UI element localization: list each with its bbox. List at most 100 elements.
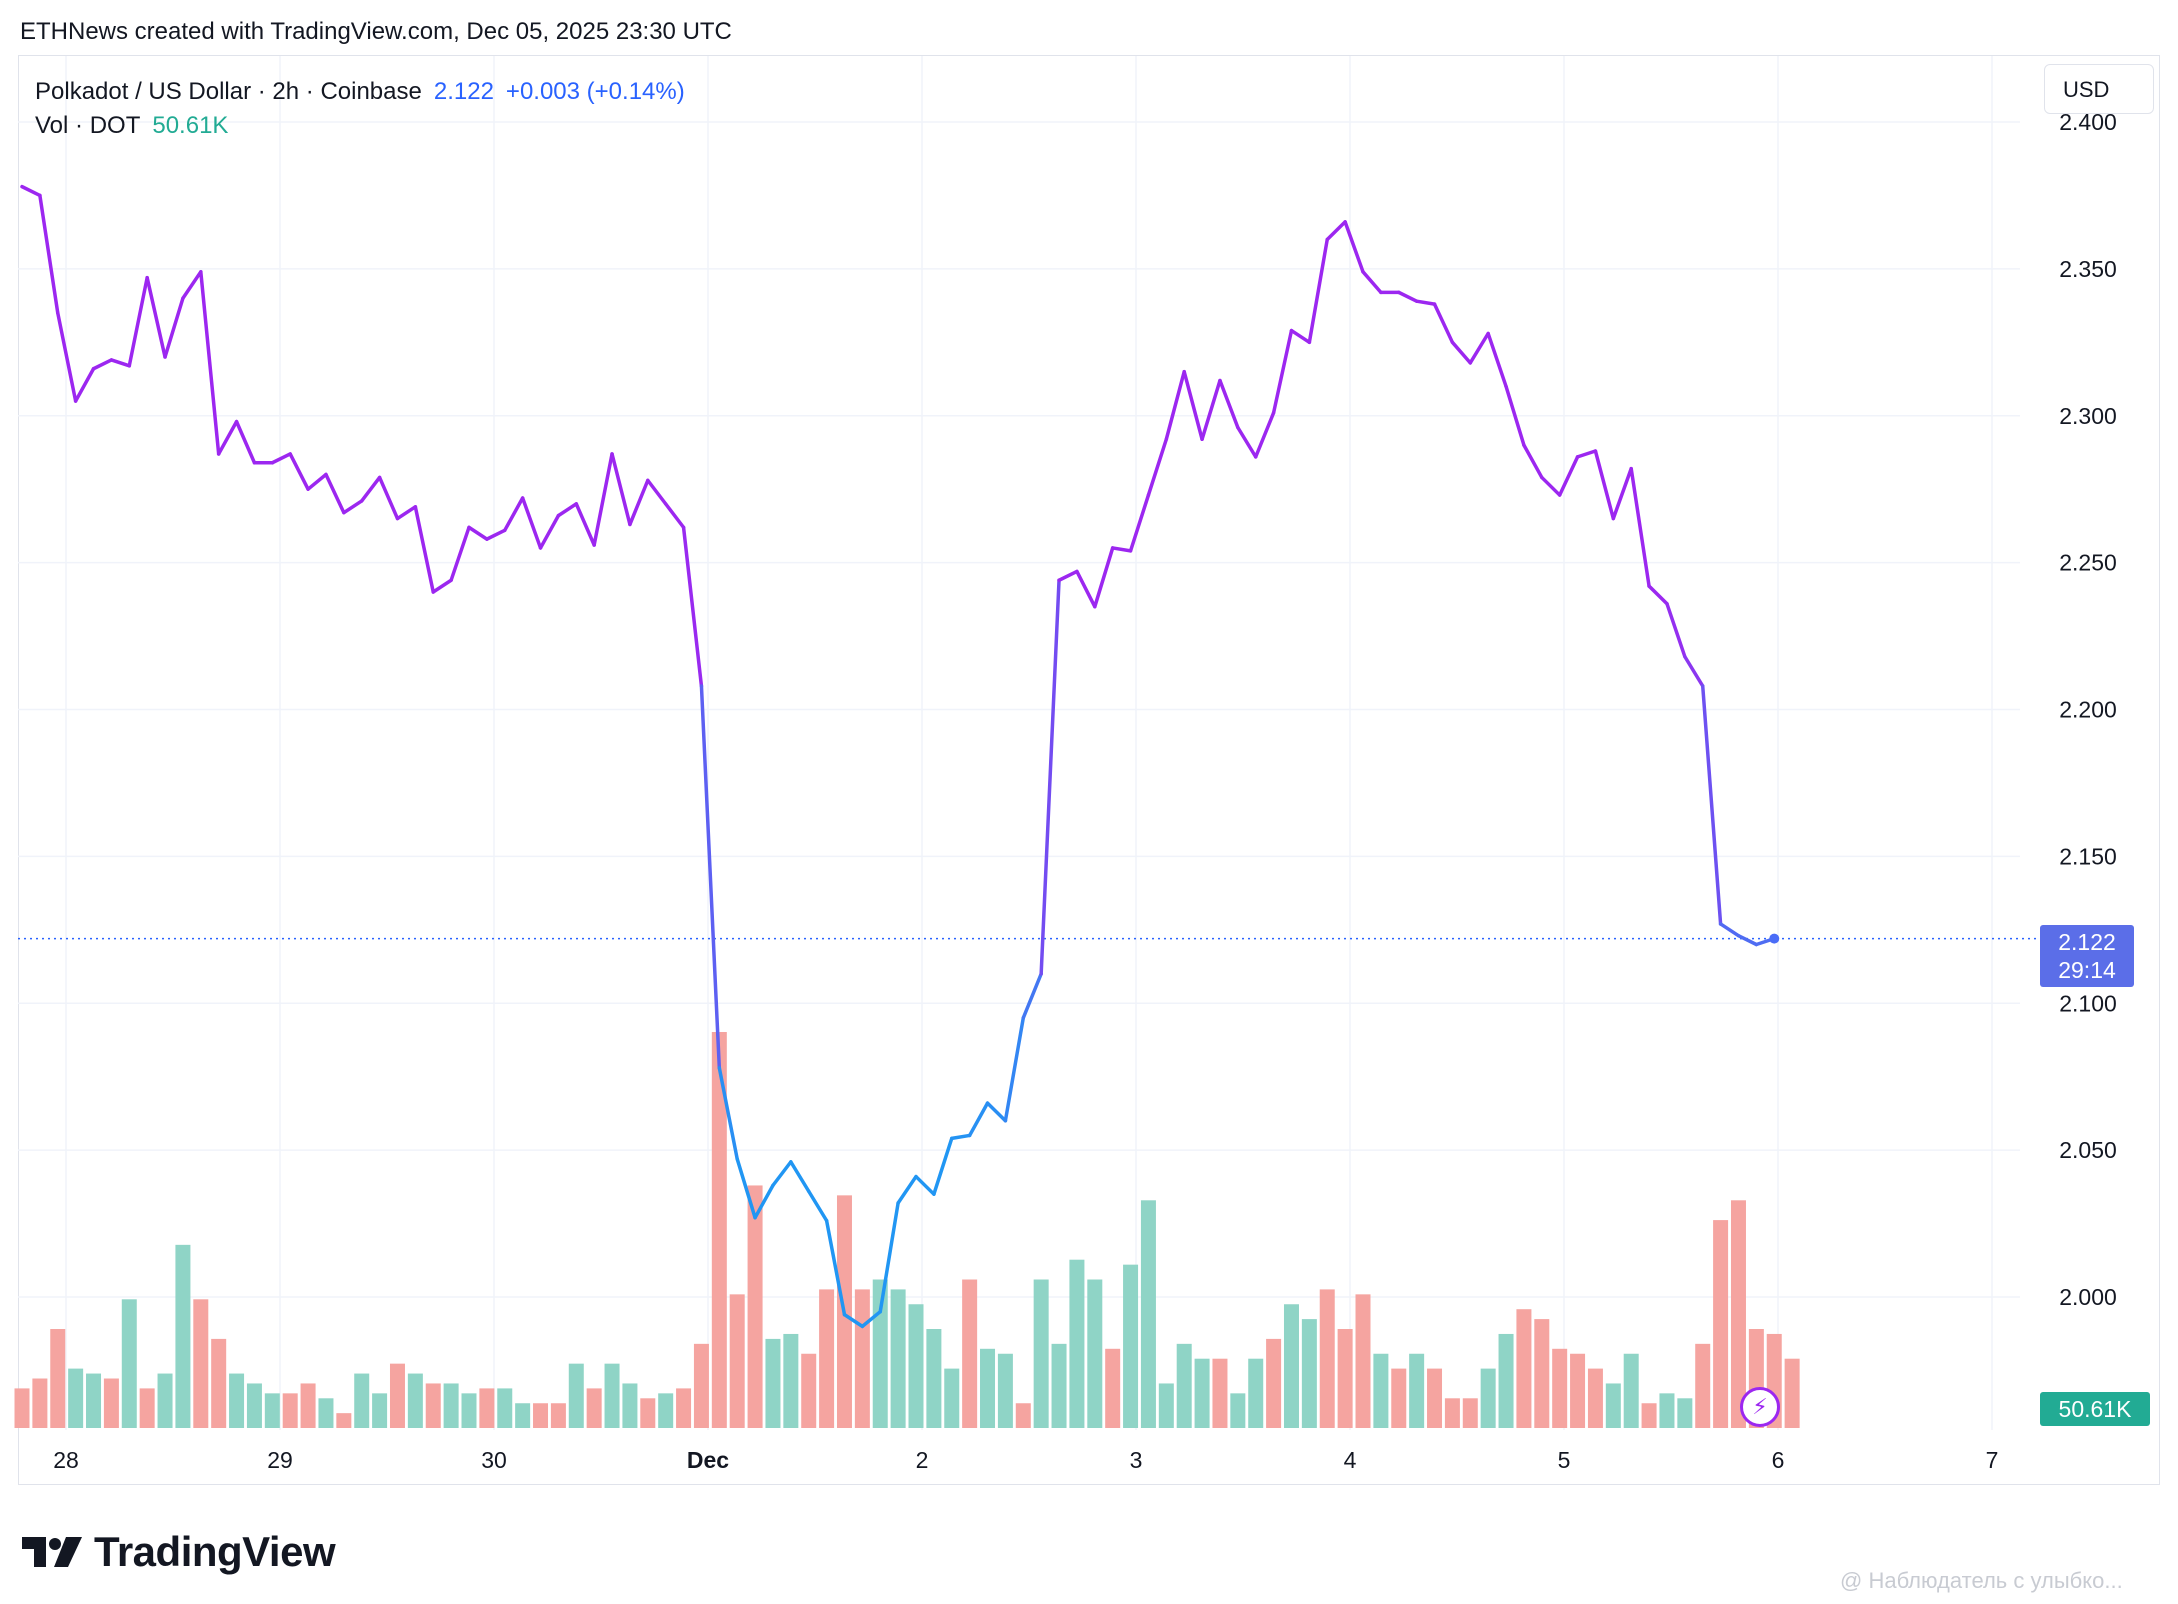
price-segment bbox=[628, 478, 650, 527]
price-segment bbox=[73, 367, 96, 403]
price-segment bbox=[38, 193, 60, 315]
y-tick-label: 2.300 bbox=[2059, 403, 2117, 429]
lightning-icon[interactable]: ⚡ bbox=[1740, 1387, 1780, 1427]
x-tick-label: 29 bbox=[267, 1447, 293, 1473]
price-segment bbox=[1611, 466, 1633, 521]
volume-bar bbox=[50, 1329, 66, 1428]
volume-bar bbox=[1677, 1398, 1693, 1428]
price-segment bbox=[520, 496, 543, 550]
y-axis: 2.4002.3502.3002.2502.2002.1502.1002.050… bbox=[2059, 109, 2117, 1310]
price-segment bbox=[1110, 546, 1133, 553]
price-segment bbox=[359, 475, 382, 503]
price-segment bbox=[663, 502, 686, 530]
volume-bar bbox=[318, 1398, 334, 1428]
price-segment bbox=[1343, 220, 1365, 274]
x-tick-label: Dec bbox=[687, 1447, 729, 1473]
created-line: ETHNews created with TradingView.com, De… bbox=[20, 18, 732, 45]
volume-bar bbox=[1623, 1353, 1639, 1428]
volume-bar bbox=[1230, 1393, 1246, 1428]
price-segment bbox=[699, 684, 722, 1070]
price-segment bbox=[1021, 972, 1043, 1020]
price-segment bbox=[1486, 331, 1508, 389]
price-segment bbox=[1146, 437, 1169, 497]
x-tick-label: 7 bbox=[1986, 1447, 1999, 1473]
price-segment bbox=[1450, 340, 1473, 365]
price-segment bbox=[1504, 384, 1526, 447]
price-segment bbox=[342, 499, 364, 515]
price-segment bbox=[1093, 546, 1115, 609]
volume-bar bbox=[854, 1289, 870, 1428]
volume-bar bbox=[676, 1388, 692, 1428]
volume-bar bbox=[1570, 1353, 1586, 1428]
x-tick-label: 5 bbox=[1558, 1447, 1571, 1473]
price-segment bbox=[753, 1183, 775, 1220]
volume-bar bbox=[908, 1304, 924, 1428]
volume-bar bbox=[300, 1383, 316, 1428]
volume-bar bbox=[139, 1388, 155, 1428]
volume-bar bbox=[890, 1289, 906, 1428]
price-segment bbox=[1003, 1016, 1026, 1123]
y-tick-label: 2.350 bbox=[2059, 256, 2117, 282]
price-segment bbox=[985, 1101, 1008, 1123]
price-segment bbox=[431, 578, 453, 594]
volume-label[interactable]: Vol · DOT bbox=[35, 112, 141, 139]
x-tick-label: 6 bbox=[1772, 1447, 1785, 1473]
x-tick-label: 28 bbox=[53, 1447, 79, 1473]
currency-button[interactable]: USD bbox=[2044, 64, 2154, 114]
volume-bar bbox=[443, 1383, 459, 1428]
volume-bar bbox=[1105, 1348, 1121, 1428]
price-segment bbox=[1253, 411, 1276, 459]
price-segment bbox=[735, 1157, 757, 1220]
price-segment bbox=[646, 478, 668, 506]
price-segment bbox=[806, 1189, 829, 1223]
price-segment bbox=[288, 452, 310, 491]
volume-bar bbox=[819, 1289, 835, 1428]
volume-bar bbox=[461, 1393, 477, 1428]
symbol-label[interactable]: Polkadot / US Dollar · 2h · Coinbase bbox=[35, 78, 422, 105]
price-segment bbox=[306, 472, 328, 491]
legend: Polkadot / US Dollar · 2h · Coinbase 2.12… bbox=[35, 75, 685, 143]
volume-bar bbox=[1140, 1200, 1156, 1428]
y-tick-label: 2.150 bbox=[2059, 843, 2117, 869]
volume-bar bbox=[229, 1373, 245, 1428]
volume-bar bbox=[783, 1333, 799, 1428]
price-segment bbox=[270, 452, 292, 465]
volume-bar bbox=[14, 1388, 30, 1428]
tradingview-logo-icon bbox=[22, 1537, 82, 1567]
volume-bar bbox=[1051, 1343, 1067, 1428]
y-tick-label: 2.250 bbox=[2059, 550, 2117, 576]
volume-bar bbox=[711, 1032, 727, 1428]
price-segment bbox=[395, 505, 418, 521]
price-segment bbox=[324, 472, 346, 515]
price-segment bbox=[1736, 933, 1759, 947]
price-segment bbox=[967, 1101, 990, 1138]
volume-bar bbox=[693, 1343, 709, 1428]
volume-bar bbox=[980, 1348, 996, 1428]
volume-bar bbox=[68, 1368, 84, 1428]
price-segment bbox=[1307, 237, 1329, 345]
volume-bar bbox=[1462, 1398, 1478, 1428]
volume-bar bbox=[479, 1388, 495, 1428]
price-segment bbox=[1665, 602, 1687, 659]
price-segment bbox=[1700, 684, 1723, 926]
current-price-tag: 2.122 29:14 bbox=[2040, 924, 2134, 987]
volume-bar bbox=[354, 1373, 370, 1428]
volume-bar bbox=[1498, 1333, 1514, 1428]
price-segment bbox=[592, 452, 614, 547]
volume-bar bbox=[586, 1388, 602, 1428]
price-segment bbox=[1397, 290, 1419, 303]
volume-bar bbox=[1427, 1368, 1443, 1428]
volume-bar bbox=[1069, 1259, 1085, 1428]
price-segment bbox=[717, 1066, 739, 1161]
volume-bar bbox=[497, 1388, 513, 1428]
price-segment bbox=[1039, 578, 1061, 976]
volume-bar bbox=[1266, 1338, 1282, 1428]
price-segment bbox=[216, 419, 239, 456]
price-segment bbox=[842, 1312, 865, 1329]
volume-bars bbox=[14, 1032, 1800, 1428]
price-segment bbox=[681, 525, 704, 688]
volume-bar bbox=[765, 1338, 781, 1428]
volume-bar bbox=[1444, 1398, 1460, 1428]
volume-bar bbox=[1158, 1383, 1174, 1428]
